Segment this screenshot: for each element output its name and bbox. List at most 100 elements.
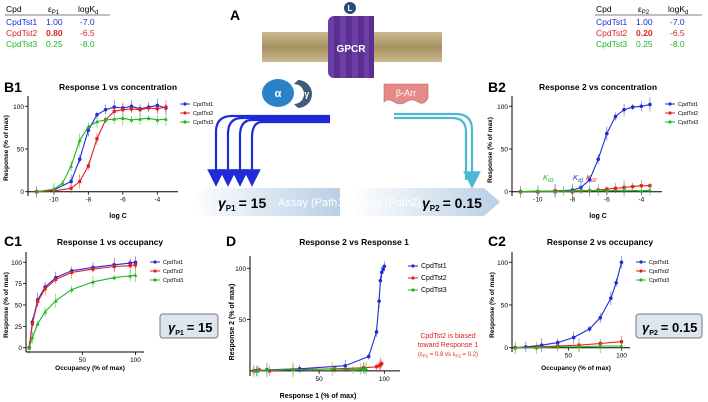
y-tick-label: 100	[13, 104, 24, 111]
legend-marker	[411, 276, 415, 280]
svg-text:(εP1 = 0.8 vs εP2 = 0.2): (εP1 = 0.8 vs εP2 = 0.2)	[418, 352, 478, 359]
chart-c1: 0 25 50 75 100 50 100 CpdTst1 CpdTst2 CpdTst3	[11, 252, 183, 364]
panel-d-title: Response 2 vs Response 1	[299, 237, 409, 247]
table-left-row3-cpd: CpdTst3	[6, 39, 37, 49]
data-point-cpdtst3	[69, 164, 74, 168]
data-point-cpdtst3	[112, 275, 117, 280]
chart-c2: 0 50 100 50 100 CpdTst1 CpdTst2 CpdTst3	[497, 252, 669, 360]
series-line-cpdtst1	[515, 262, 623, 349]
table-left-header-cpd: Cpd	[6, 4, 22, 14]
data-point-cpdtst1	[613, 114, 618, 119]
x-tick-label: -6	[604, 197, 610, 204]
y-tick-label: 100	[497, 104, 508, 111]
g-betagamma-icon	[294, 80, 312, 108]
x-tick-label: 50	[316, 376, 324, 383]
table-right-row1-eps: 1.00	[636, 17, 653, 27]
data-point-cpdtst2	[95, 137, 99, 141]
svg-text:toward Response 1: toward Response 1	[418, 342, 478, 349]
panel-b2-ylabel: Response (% of max)	[487, 117, 494, 183]
table-left-row3-eps: 0.25	[46, 39, 63, 49]
legend-label-cpdtst1: CpdTst1	[163, 260, 183, 266]
y-tick-label: 0	[504, 345, 508, 352]
table-left-header-logk: logKd	[78, 4, 98, 16]
svg-text:γP1= 15: γP1 = 15	[168, 320, 212, 337]
data-point-cpdtst2	[121, 108, 125, 112]
legend-marker	[183, 111, 187, 115]
data-point-cpdtst1	[609, 296, 613, 300]
data-point-cpdtst2	[619, 340, 624, 344]
data-point-cpdtst3	[291, 367, 296, 372]
data-point-cpdtst3	[53, 298, 58, 303]
data-point-cpdtst2	[267, 369, 272, 373]
data-point-cpdtst1	[374, 330, 379, 334]
series-line-cpdtst3	[520, 189, 650, 193]
legend-marker	[153, 269, 157, 273]
data-point-cpdtst2	[91, 267, 95, 271]
x-tick-label: -4	[638, 197, 644, 204]
x-tick-label: 100	[616, 353, 627, 360]
chart-d: 50 100 50 100 CpdTst1 CpdTst2 CpdTst3	[235, 256, 447, 383]
data-point-cpdtst2	[613, 186, 618, 190]
data-point-cpdtst3	[77, 138, 82, 143]
legend-marker	[411, 264, 415, 268]
series-line-cpdtst3	[28, 274, 136, 348]
panel-c1-title: Response 1 vs occupancy	[57, 237, 164, 247]
table-left-row2-cpd: CpdTst2	[6, 28, 37, 38]
data-point-cpdtst1	[598, 316, 603, 320]
data-point-cpdtst2	[30, 322, 34, 326]
data-point-cpdtst3	[103, 117, 108, 122]
legend-label-cpdtst1: CpdTst1	[193, 102, 213, 108]
data-point-cpdtst3	[129, 117, 134, 122]
data-point-cpdtst2	[86, 164, 90, 168]
data-point-cpdtst3	[513, 345, 518, 350]
data-point-cpdtst1	[366, 354, 371, 359]
kd3-label: Kd3	[543, 173, 554, 184]
series-line-cpdtst2	[36, 106, 167, 193]
data-point-cpdtst2	[639, 184, 643, 188]
data-point-cpdtst3	[364, 366, 369, 371]
data-point-cpdtst2	[43, 287, 47, 291]
data-point-cpdtst1	[639, 104, 644, 109]
panel-b2-letter: B2	[488, 79, 506, 95]
data-point-cpdtst3	[330, 366, 335, 371]
legend-marker	[183, 102, 187, 106]
gpcr-label: GPCR	[337, 44, 367, 55]
data-point-cpdtst1	[77, 157, 82, 162]
y-tick-label: 0	[18, 345, 22, 352]
data-point-cpdtst1	[378, 278, 383, 283]
table-right: Cpd εP2 logKd CpdTst1 1.00 -7.0 CpdTst2 …	[595, 4, 702, 49]
legend-marker	[668, 120, 672, 124]
legend-marker	[153, 278, 157, 282]
x-tick-label: -8	[569, 197, 575, 204]
series-line-cpdtst1	[28, 261, 136, 348]
svg-text:γP2= 0.15: γP2 = 0.15	[642, 320, 697, 337]
x-tick-label: 50	[79, 357, 87, 364]
legend-label-cpdtst3: CpdTst3	[163, 278, 183, 284]
y-tick-label: 100	[497, 260, 508, 267]
data-point-cpdtst1	[377, 299, 381, 303]
table-right-row2-eps: 0.20	[636, 28, 653, 38]
table-right-row1-cpd: CpdTst1	[596, 17, 627, 27]
data-point-cpdtst3	[35, 321, 40, 326]
legend-label-cpdtst2: CpdTst2	[421, 275, 447, 282]
legend-label-cpdtst2: CpdTst2	[163, 269, 183, 275]
data-point-cpdtst2	[257, 368, 261, 372]
table-right-header-logk: logKd	[668, 4, 688, 16]
data-point-cpdtst3	[112, 117, 117, 121]
data-point-cpdtst2	[129, 107, 134, 111]
data-point-cpdtst2	[70, 270, 74, 275]
data-point-cpdtst3	[553, 189, 558, 194]
legend-marker	[639, 260, 643, 264]
data-point-cpdtst2	[112, 264, 116, 269]
data-point-cpdtst2	[133, 263, 138, 267]
data-point-cpdtst3	[120, 116, 125, 120]
data-point-cpdtst3	[155, 117, 160, 122]
legend-marker	[668, 111, 672, 115]
data-point-cpdtst3	[598, 344, 603, 348]
panel-b2-xlabel: log C	[589, 213, 607, 220]
assay2-band	[350, 188, 500, 216]
panel-a: A GPCR L α βγ β-Arr	[188, 2, 500, 216]
c1-gamma-box: γP1 = 15	[159, 313, 219, 339]
data-point-cpdtst1	[382, 264, 387, 269]
